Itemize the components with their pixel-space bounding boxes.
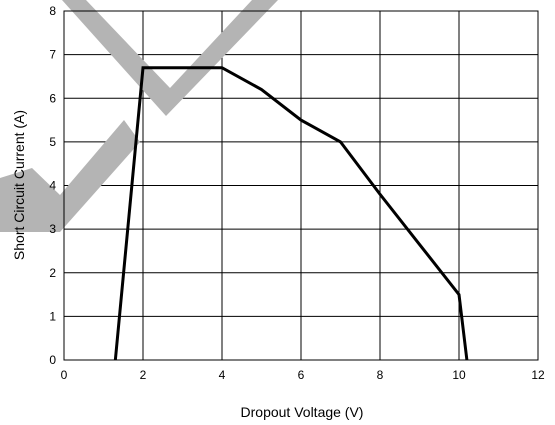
x-tick-label: 10 <box>452 368 466 382</box>
x-tick-label: 4 <box>219 368 226 382</box>
plot-frame <box>63 10 539 361</box>
grid <box>63 10 539 361</box>
y-tick-label: 7 <box>49 48 56 62</box>
y-tick-label: 0 <box>49 353 56 367</box>
y-axis-title: Short Circuit Current (A) <box>11 110 27 260</box>
y-tick-label: 2 <box>49 266 56 280</box>
series-line <box>113 66 469 361</box>
y-tick-label: 1 <box>49 309 56 323</box>
y-tick-label: 5 <box>49 135 56 149</box>
x-tick-label: 2 <box>140 368 147 382</box>
watermark-check-left <box>0 120 140 232</box>
x-tick-label: 8 <box>377 368 384 382</box>
watermark <box>0 0 278 232</box>
y-tick-label: 4 <box>49 179 56 193</box>
x-tick-label: 0 <box>61 368 68 382</box>
series-layer <box>113 66 469 361</box>
x-axis-title: Dropout Voltage (V) <box>241 404 364 420</box>
y-tick-label: 3 <box>49 222 56 236</box>
x-axis-tick-labels: 0 2 4 6 8 10 12 <box>61 368 545 382</box>
y-axis-tick-labels: 0 1 2 3 4 5 6 7 8 <box>49 4 56 367</box>
y-tick-label: 8 <box>49 4 56 18</box>
watermark-check-top <box>62 0 278 116</box>
x-tick-label: 12 <box>531 368 545 382</box>
y-tick-label: 6 <box>49 91 56 105</box>
plot-border <box>63 10 539 361</box>
x-tick-label: 6 <box>298 368 305 382</box>
